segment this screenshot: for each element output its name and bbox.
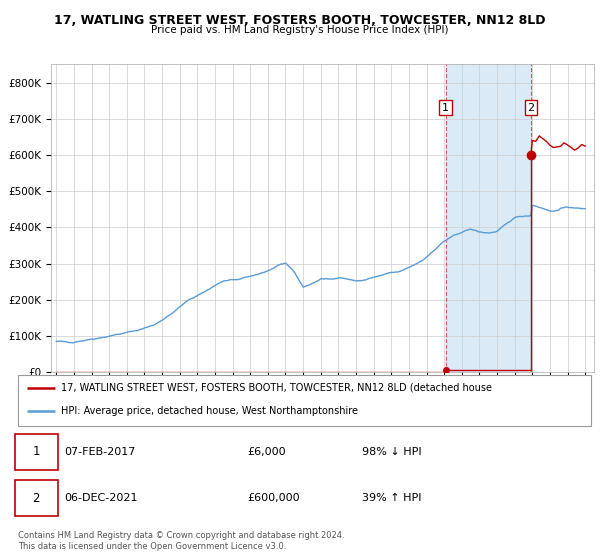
FancyBboxPatch shape [18, 375, 591, 426]
Text: 17, WATLING STREET WEST, FOSTERS BOOTH, TOWCESTER, NN12 8LD: 17, WATLING STREET WEST, FOSTERS BOOTH, … [54, 14, 546, 27]
Text: 1: 1 [442, 102, 449, 113]
Text: HPI: Average price, detached house, West Northamptonshire: HPI: Average price, detached house, West… [61, 407, 358, 417]
Text: Contains HM Land Registry data © Crown copyright and database right 2024.: Contains HM Land Registry data © Crown c… [18, 531, 344, 540]
Bar [446, 64, 531, 372]
Text: Price paid vs. HM Land Registry's House Price Index (HPI): Price paid vs. HM Land Registry's House … [151, 25, 449, 35]
Text: 06-DEC-2021: 06-DEC-2021 [64, 493, 137, 503]
Text: 07-FEB-2017: 07-FEB-2017 [64, 447, 135, 457]
Text: £6,000: £6,000 [247, 447, 286, 457]
Text: £600,000: £600,000 [247, 493, 300, 503]
Text: This data is licensed under the Open Government Licence v3.0.: This data is licensed under the Open Gov… [18, 542, 286, 550]
Text: 98% ↓ HPI: 98% ↓ HPI [362, 447, 421, 457]
Text: 2: 2 [32, 492, 40, 505]
FancyBboxPatch shape [15, 480, 58, 516]
Text: 2: 2 [527, 102, 535, 113]
FancyBboxPatch shape [15, 434, 58, 470]
Text: 17, WATLING STREET WEST, FOSTERS BOOTH, TOWCESTER, NN12 8LD (detached house: 17, WATLING STREET WEST, FOSTERS BOOTH, … [61, 383, 492, 393]
Text: 1: 1 [32, 445, 40, 459]
Text: 39% ↑ HPI: 39% ↑ HPI [362, 493, 421, 503]
